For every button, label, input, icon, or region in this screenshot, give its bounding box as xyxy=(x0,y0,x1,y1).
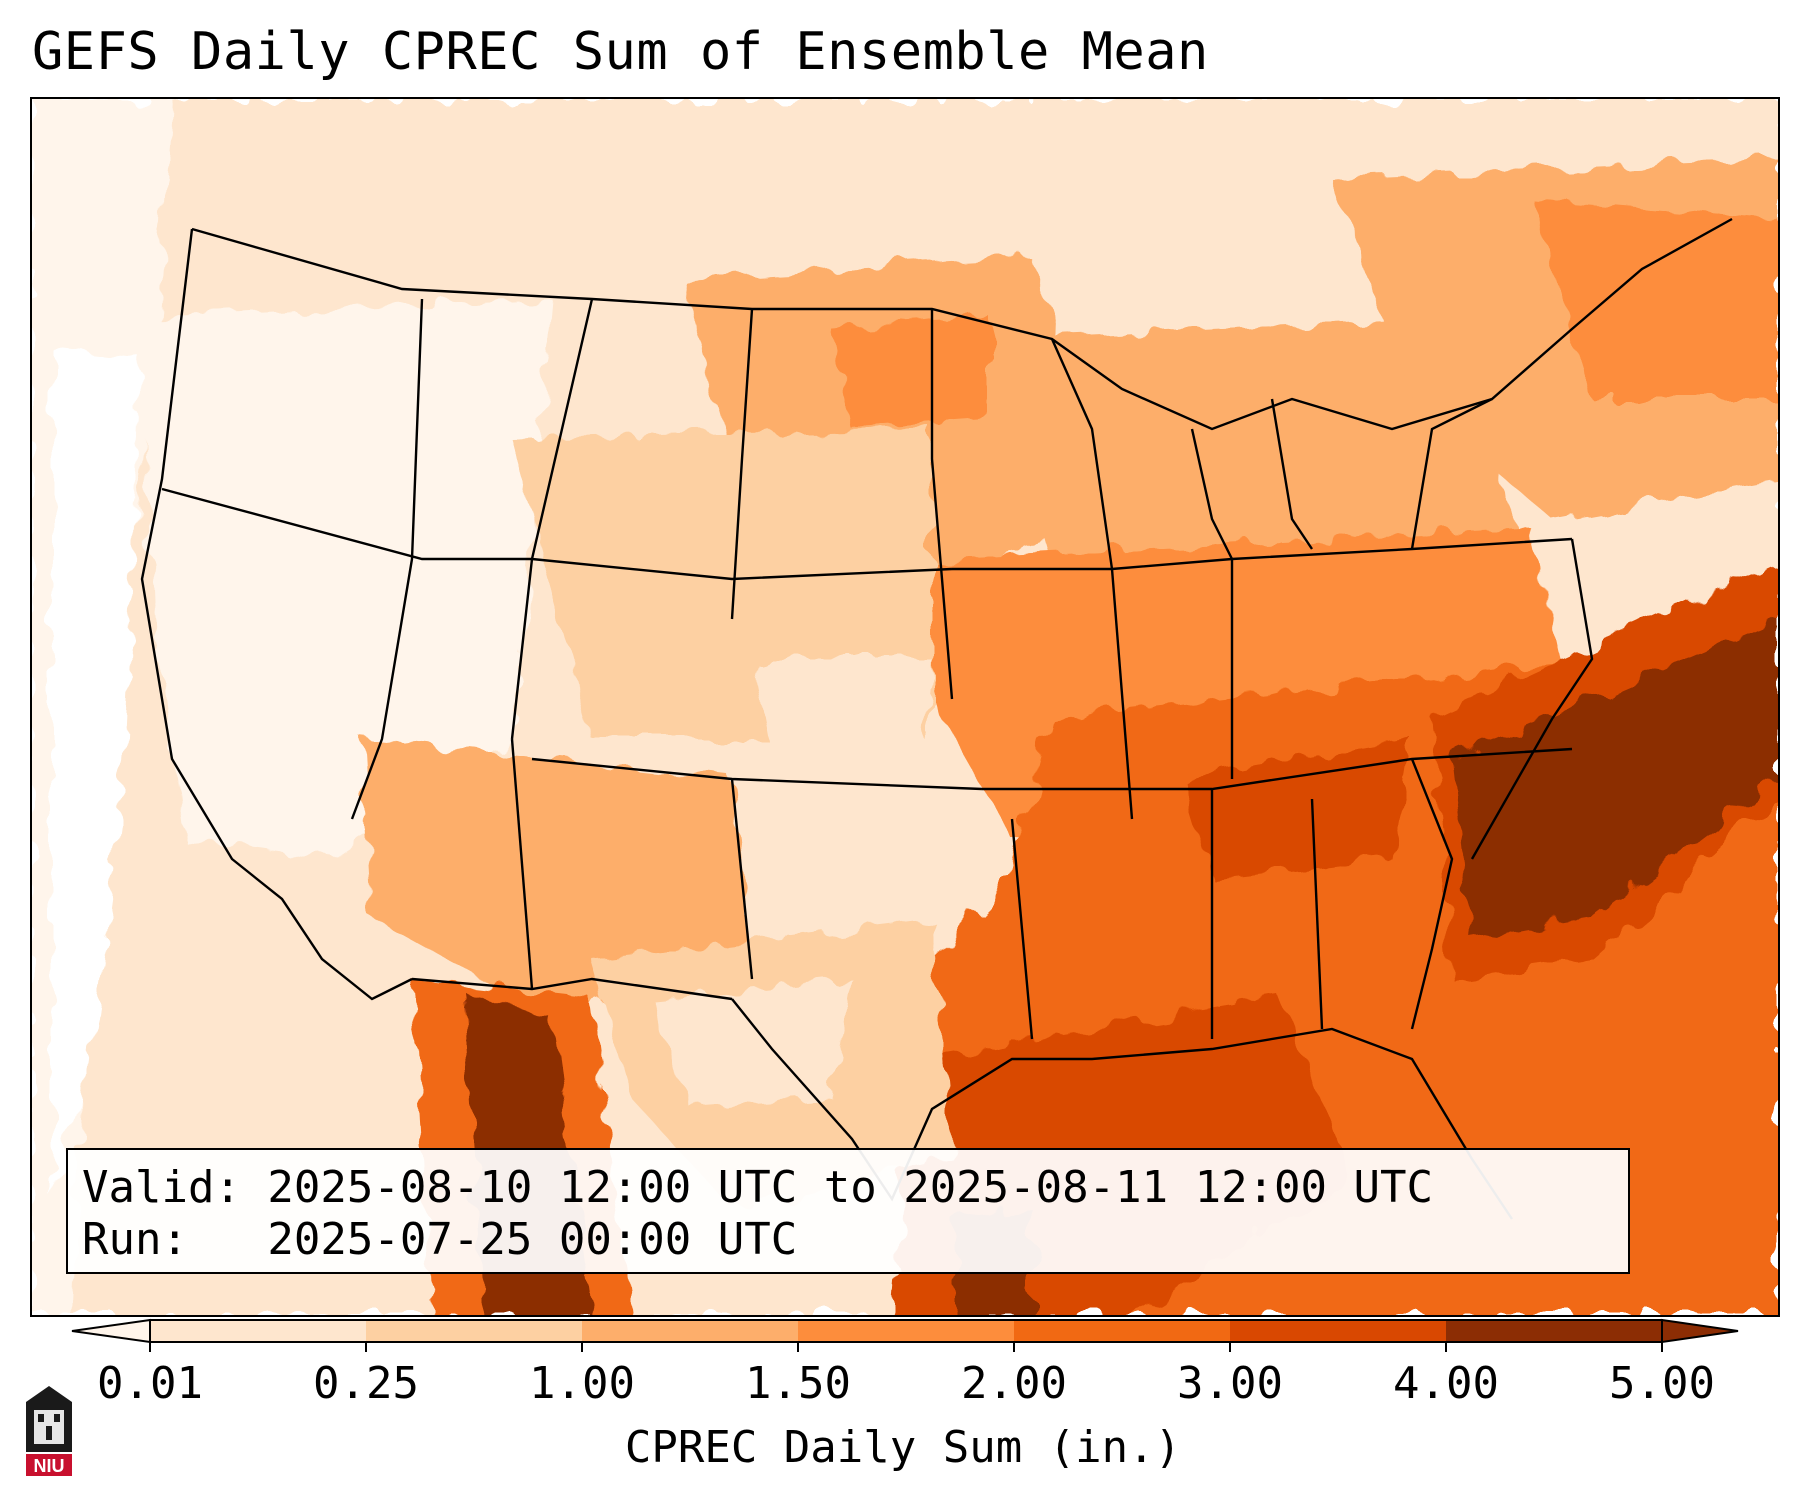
valid-time-text: Valid: 2025-08-10 12:00 UTC to 2025-08-1… xyxy=(82,1162,1434,1213)
colorbar-axis-label: CPREC Daily Sum (in.) xyxy=(624,1422,1182,1473)
niu-logo: NIU xyxy=(26,1386,72,1476)
colorbar-segment xyxy=(150,1320,367,1342)
colorbar-extend-high xyxy=(1661,1318,1739,1344)
precip-field xyxy=(32,99,1778,1315)
state-boundaries xyxy=(140,217,1733,1220)
colorbar-tick-label: 2.00 xyxy=(961,1358,1067,1409)
colorbar-tick-label: 0.25 xyxy=(313,1358,419,1409)
svg-text:NIU: NIU xyxy=(34,1456,65,1476)
colorbar-tick-label: 1.00 xyxy=(529,1358,635,1409)
colorbar-segment xyxy=(582,1320,799,1342)
run-time-text: Run: 2025-07-25 00:00 UTC xyxy=(82,1214,798,1265)
colorbar-extend-low xyxy=(71,1318,151,1344)
colorbar-tick-label: 1.50 xyxy=(745,1358,851,1409)
valid-run-info-box: Valid: 2025-08-10 12:00 UTC to 2025-08-1… xyxy=(66,1148,1630,1274)
colorbar-segment xyxy=(366,1320,583,1342)
colorbar-segment xyxy=(798,1320,1015,1342)
colorbar-segment xyxy=(1230,1320,1447,1342)
colorbar-tick-label: 0.01 xyxy=(97,1358,203,1409)
map-panel xyxy=(30,97,1780,1317)
colorbar-tick-label: 5.00 xyxy=(1609,1358,1715,1409)
colorbar-segment xyxy=(1014,1320,1231,1342)
colorbar-segment xyxy=(1446,1320,1663,1342)
colorbar-tick-label: 3.00 xyxy=(1177,1358,1283,1409)
colorbar-tick-label: 4.00 xyxy=(1393,1358,1499,1409)
colorbar-outline xyxy=(149,1319,1663,1343)
colorbar xyxy=(71,1318,1739,1352)
chart-title: GEFS Daily CPREC Sum of Ensemble Mean xyxy=(32,22,1209,82)
precip-map xyxy=(32,99,1778,1315)
